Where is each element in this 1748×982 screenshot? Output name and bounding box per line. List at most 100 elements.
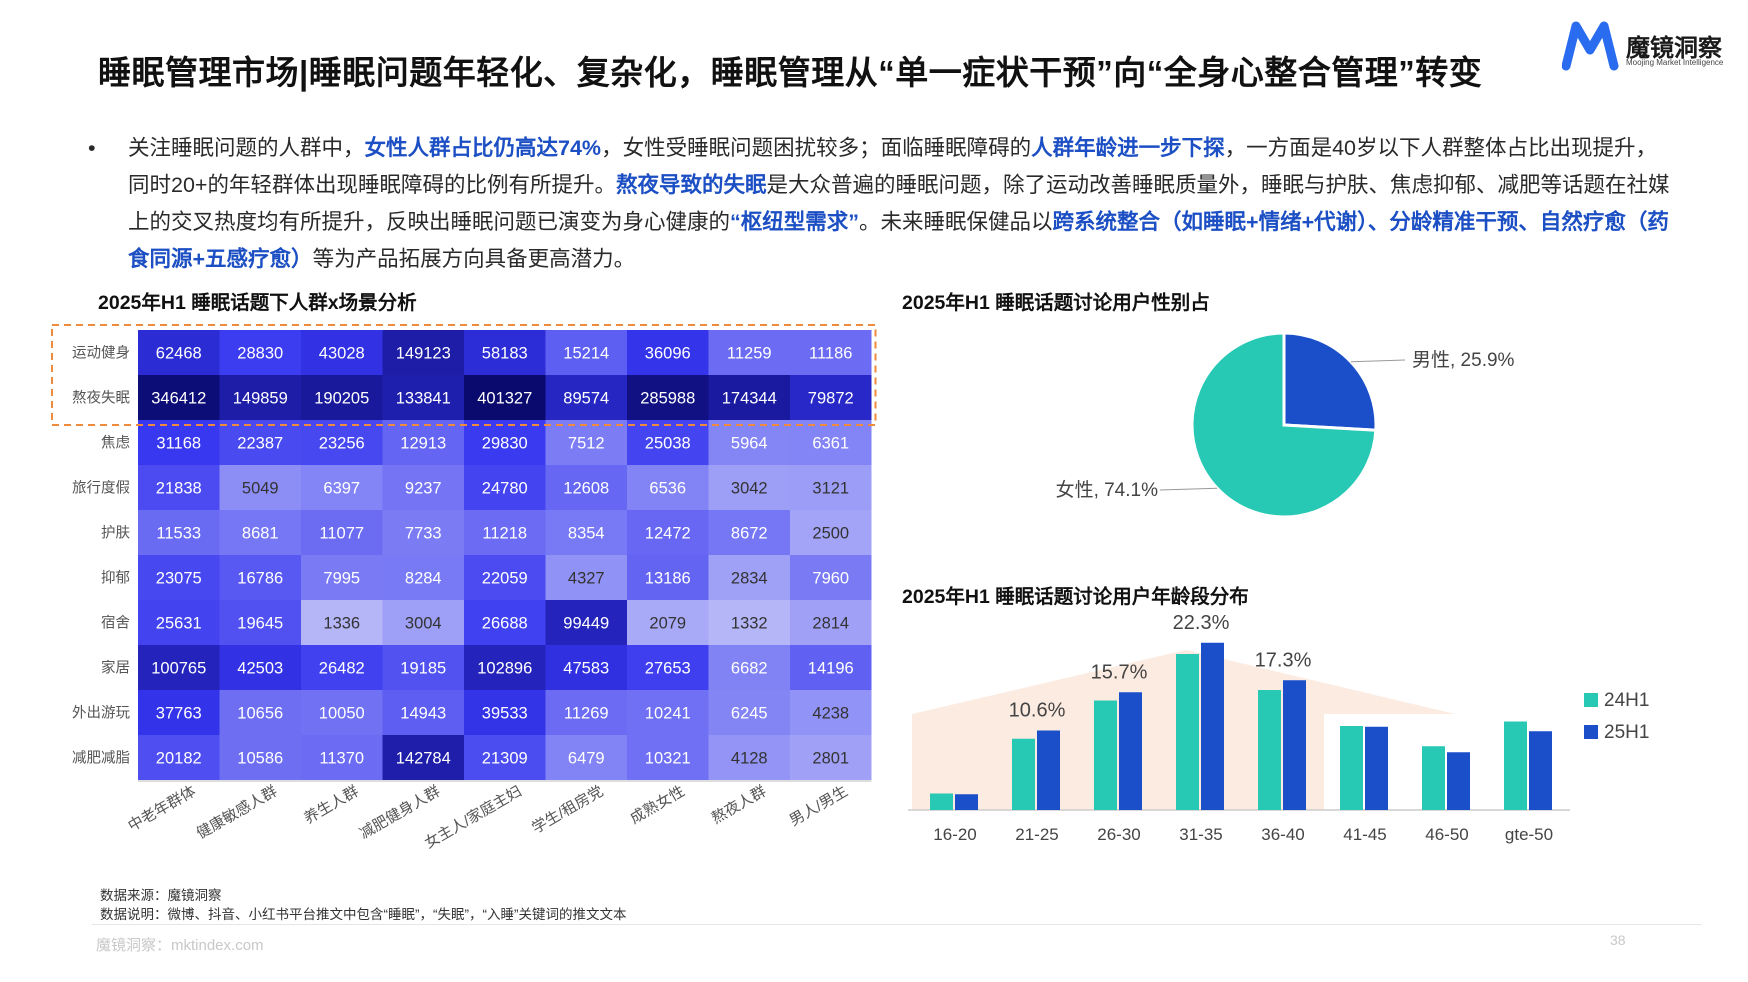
heatmap-cell [138,645,220,690]
heatmap-cell-value: 43028 [319,345,365,363]
heatmap-cell-value: 21309 [482,750,528,768]
heatmap-cell [464,690,546,735]
heatmap-column-label: 学生/租房党 [529,783,606,837]
heatmap-cell [138,465,220,510]
bar-24H1 [1258,690,1281,810]
brand-logo: 魔镜洞察 Moojing Market Intelligence [1561,20,1742,72]
heatmap-cell-value: 2801 [812,750,849,768]
bar-24H1 [1094,700,1117,810]
heatmap-chart: 运动健身 62468 28830 43028 149123 58183 15214 36096… [51,324,877,852]
pie-leader-line [1159,487,1218,491]
heatmap-cell [138,420,220,465]
heatmap-cell-value: 16786 [237,570,283,588]
heatmap-cell-value: 11259 [727,345,772,363]
heatmap-cell-value: 22387 [237,435,283,453]
pie-slice [1190,331,1378,519]
heatmap-cell [382,600,464,645]
heatmap-cell [219,735,301,780]
heatmap-cell [464,465,546,510]
heatmap-cell [301,465,383,510]
heatmap-column-label: 成熟女性 [627,782,688,828]
heatmap-cell-value: 6245 [731,705,768,723]
summary-highlight: 熬夜导致的失眠 [615,173,767,197]
heatmap-cell-value: 26688 [482,615,528,633]
heatmap-cell [219,465,301,510]
heatmap-cell [382,375,464,420]
bar-25H1 [1201,642,1224,810]
heatmap-cell-value: 2500 [812,525,849,543]
heatmap-cell-value: 62468 [156,345,202,363]
heatmap-cell-value: 10241 [645,705,691,723]
bar-category-label: 31-35 [1179,825,1222,844]
heatmap-cell-value: 346412 [151,390,206,408]
heatmap-cell-value: 79872 [808,390,854,408]
heatmap-cell-value: 14196 [808,660,854,678]
heatmap-cell [138,555,220,600]
bar-data-label: 22.3% [1173,612,1230,634]
summary-segment: 。未来睡眠保健品以 [859,210,1053,234]
bar-category-label: 41-45 [1343,825,1386,844]
bar-title: 2025年H1 睡眠话题讨论用户年龄段分布 [902,586,1249,608]
heatmap-cell-value: 3004 [405,615,442,633]
bar-24H1 [930,793,953,810]
heatmap-cell [708,645,790,690]
heatmap-cell-value: 11077 [319,525,364,543]
heatmap-cell [219,645,301,690]
heatmap-row-label: 运动健身 [72,345,130,362]
heatmap-cell [464,645,546,690]
legend-label: 25H1 [1604,722,1649,743]
bar-24H1 [1422,746,1445,810]
heatmap-column-label: 中老年群体 [125,783,198,835]
heatmap-cell-value: 100765 [151,660,206,678]
heatmap-cell-value: 6682 [731,660,768,678]
heatmap-cell-value: 12472 [645,525,691,543]
heatmap-cell-value: 5049 [242,480,279,498]
bar-data-label: 17.3% [1255,649,1312,671]
heatmap-column-label: 男人/男生 [787,783,851,830]
heatmap-cell-value: 401327 [477,390,532,408]
heatmap-cell-value: 149859 [233,390,288,408]
heatmap-cell [708,735,790,780]
heatmap-cell-value: 11533 [156,525,201,543]
data-description-note: 数据说明：微博、抖音、小红书平台推文中包含“睡眠”，“失眠”，“入睡”关键词的推… [100,907,627,922]
bar-24H1 [1012,738,1035,810]
summary-highlight: 人群年龄进一步下探 [1031,136,1225,160]
heatmap-cell [627,465,709,510]
footer-site: 魔镜洞察：mktindex.com [96,937,264,954]
heatmap-cell-value: 4238 [812,705,849,723]
heatmap-cell [138,330,220,375]
heatmap-cell-value: 11370 [319,750,364,768]
heatmap-row-label: 宿舍 [101,615,130,632]
summary-segment: 关注睡眠问题的人群中， [128,136,365,160]
heatmap-highlight-box [51,324,877,426]
bar-category-label: 46-50 [1425,825,1468,844]
heatmap-cell-value: 190205 [314,390,369,408]
bar-category-label: 16-20 [933,825,976,844]
bar-category-label: 36-40 [1261,825,1304,844]
legend-label: 24H1 [1604,690,1649,711]
heatmap-cell-value: 25631 [156,615,202,633]
heatmap-cell-value: 10050 [319,705,365,723]
page-title: 睡眠管理市场|睡眠问题年轻化、复杂化，睡眠管理从“单一症状干预”向“全身心整合管… [98,54,1483,91]
heatmap-cell-value: 285988 [640,390,695,408]
heatmap-cell [382,645,464,690]
heatmap-cell [708,465,790,510]
heatmap-row-label: 护肤 [101,525,130,542]
bar-category-label: 21-25 [1015,825,1058,844]
heatmap-cell-value: 7733 [405,525,442,543]
heatmap-cell [790,510,872,555]
heatmap-cell-value: 10586 [237,750,283,768]
heatmap-cell [627,690,709,735]
gender-pie-chart: 男性, 25.9% 女性, 74.1% [1056,331,1515,519]
summary-paragraph: • 关注睡眠问题的人群中，女性人群占比仍高达74%，女性受睡眠问题困扰较多；面临… [88,130,1678,278]
heatmap-cell-value: 19185 [400,660,446,678]
page-number: 38 [1610,932,1626,948]
heatmap-cell-value: 47583 [563,660,609,678]
heatmap-cell [138,690,220,735]
heatmap-cell [464,420,546,465]
heatmap-cell [382,690,464,735]
summary-highlight: “枢纽型需求” [730,210,860,234]
heatmap-cell [382,510,464,555]
bar-category-label: 26-30 [1097,825,1140,844]
heatmap-cell-value: 10656 [237,705,283,723]
